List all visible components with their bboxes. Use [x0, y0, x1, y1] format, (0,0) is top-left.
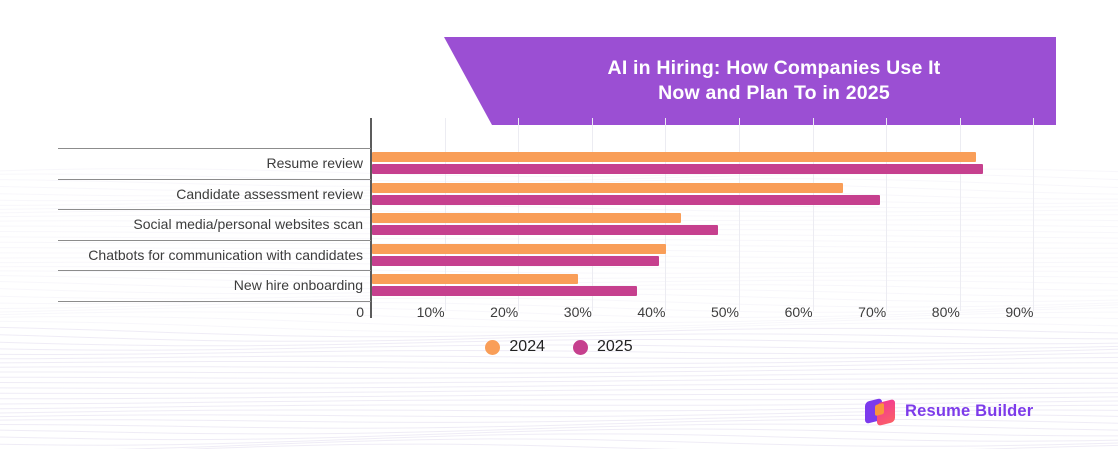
bar-2024 — [372, 182, 844, 193]
bar-2025 — [372, 194, 880, 205]
legend-dot-icon — [485, 339, 501, 355]
bar-2025 — [372, 255, 660, 266]
bar-2024 — [372, 213, 682, 223]
x-tick-label: 60% — [784, 304, 813, 320]
legend-item-2024: 2024 — [485, 338, 545, 356]
chart-title-line1: AI in Hiring: How Companies Use It — [607, 57, 941, 79]
x-tick-label: 80% — [931, 304, 960, 320]
gridline-80% — [959, 118, 961, 311]
bar-2025 — [372, 164, 983, 174]
x-tick-label: 20% — [490, 304, 519, 320]
logo-text: Resume Builder — [905, 401, 1034, 420]
x-tick-label: 40% — [637, 304, 666, 320]
x-tick-label: 10% — [416, 304, 445, 320]
resume-builder-logo: Resume Builder — [864, 395, 1033, 427]
x-tick-label: 30% — [563, 304, 592, 320]
row-separator-line — [58, 270, 371, 271]
category-label: New hire onboarding — [233, 277, 363, 293]
title-banner: AI in Hiring: How Companies Use It Now a… — [444, 37, 1056, 125]
legend-label: 2025 — [597, 338, 633, 355]
x-tick-label: 70% — [858, 304, 887, 320]
category-label: Resume review — [266, 155, 363, 171]
gridline-60% — [812, 118, 814, 311]
row-separator-line — [58, 148, 371, 149]
y-axis-line — [370, 118, 372, 318]
category-labels-layer: Resume review Candidate assessment review… — [58, 148, 371, 302]
category-label: Social media/personal websites scan — [133, 216, 363, 232]
gridline-70% — [886, 118, 888, 311]
resume-builder-logo-icon — [864, 395, 896, 427]
category-label: Candidate assessment review — [176, 185, 363, 202]
bar-2025 — [372, 286, 637, 296]
legend-label: 2024 — [509, 338, 545, 355]
row-separator-line — [58, 300, 371, 302]
gridline-90% — [1033, 118, 1035, 311]
legend-item-2025: 2025 — [573, 338, 633, 356]
row-separator-line — [58, 178, 371, 180]
x-tick-label: 90% — [1005, 304, 1034, 320]
bar-2024 — [372, 274, 579, 284]
bar-2025 — [372, 225, 718, 235]
gridline-50% — [739, 118, 740, 311]
x-tick-label: 50% — [710, 304, 740, 320]
bar-2024 — [372, 243, 667, 254]
row-separator-line — [58, 239, 371, 241]
legend-dot-icon — [573, 339, 588, 355]
category-label: Chatbots for communication with candidat… — [88, 246, 363, 263]
bar-2024 — [372, 152, 976, 162]
chart-legend: 2024 2025 — [0, 338, 1118, 356]
row-separator-line — [58, 209, 371, 210]
chart-title-line2: Now and Plan To in 2025 — [658, 82, 890, 104]
x-tick-label: 0 — [356, 304, 364, 320]
